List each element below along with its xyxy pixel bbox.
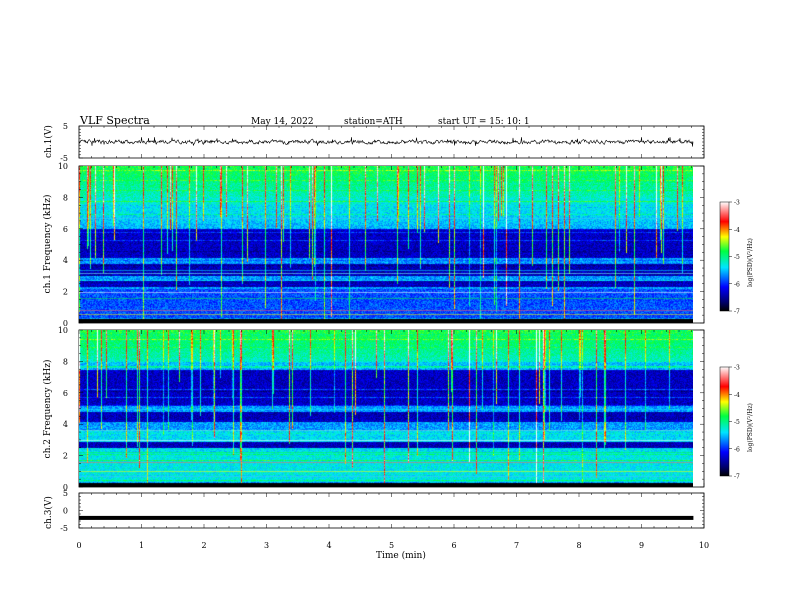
- colorbar-tick-label: -6: [734, 281, 740, 288]
- y-tick-label: 5: [63, 489, 68, 498]
- ch3-waveform-frame: [78, 492, 705, 529]
- y-tick-label: 0: [63, 319, 68, 328]
- x-tick-label: 1: [139, 541, 144, 550]
- ch1-spectrogram-image: [79, 166, 693, 323]
- y-tick-label: 6: [63, 225, 68, 234]
- ch1-colorbar: -3 -4 -5 -6 -7 log(PSD)(V²/Hz): [719, 200, 754, 316]
- x-tick-label: 10: [699, 541, 709, 550]
- station-label: station=ATH: [344, 117, 403, 127]
- date-label: May 14, 2022: [251, 117, 314, 127]
- x-tick-label: 8: [576, 541, 581, 550]
- ch1-waveform-panel: [78, 125, 705, 159]
- colorbar-tick-label: -3: [734, 200, 740, 207]
- y-tick-label: 6: [63, 389, 68, 398]
- ch1-colorbar-label: log(PSD)(V²/Hz): [747, 238, 754, 287]
- y-tick-label: 10: [58, 162, 68, 171]
- y-tick-label: 2: [63, 288, 68, 297]
- y-tick-label: 4: [63, 420, 68, 429]
- ch2-spectrogram-ylabel: ch.2 Frequency (kHz): [42, 360, 53, 459]
- colorbar-tick-label: -4: [734, 227, 740, 234]
- y-tick-label: 10: [58, 326, 68, 335]
- y-tick-label: 5: [63, 122, 68, 131]
- colorbar-tick-label: -7: [734, 309, 740, 316]
- ch2-spectrogram-panel: [78, 329, 705, 488]
- y-tick-label: 8: [63, 357, 68, 366]
- colorbar-tick-label: -4: [734, 392, 740, 399]
- colorbar-tick-label: -5: [734, 419, 740, 426]
- y-tick-label: 0: [63, 483, 68, 492]
- ch1-waveform-line: [78, 137, 694, 147]
- ch2-spectrogram-image: [79, 330, 693, 487]
- colorbar-tick-label: -6: [734, 446, 740, 453]
- start-time-label: start UT = 15: 10: 1: [438, 117, 530, 127]
- ch2-colorbar: -3 -4 -5 -6 -7 log(PSD)(V²/Hz): [719, 365, 754, 481]
- x-tick-label: 6: [451, 541, 456, 550]
- y-tick-label: 0: [63, 507, 68, 516]
- ch1-waveform-ylabel: ch.1(V): [43, 125, 54, 158]
- colorbar-tick-label: -3: [734, 365, 740, 372]
- x-tick-label: 7: [514, 541, 519, 550]
- x-tick-label: 2: [201, 541, 206, 550]
- y-tick-label: -5: [60, 524, 68, 533]
- y-tick-label: 4: [63, 256, 68, 265]
- ch3-waveform-ylabel: ch.3(V): [43, 496, 54, 529]
- ch3-waveform-line: [79, 515, 694, 520]
- colorbar-tick-label: -7: [734, 474, 740, 481]
- ch2-colorbar-label: log(PSD)(V²/Hz): [747, 403, 754, 452]
- x-tick-label: 5: [389, 541, 394, 550]
- ch1-colorbar-gradient: [719, 201, 730, 312]
- ch2-colorbar-gradient: [719, 366, 730, 477]
- x-tick-label: 9: [639, 541, 644, 550]
- y-tick-label: 2: [63, 452, 68, 461]
- ch1-spectrogram-panel: [78, 165, 705, 324]
- y-tick-label: 8: [63, 193, 68, 202]
- y-tick-label: -5: [60, 154, 68, 163]
- colorbar-tick-label: -5: [734, 254, 740, 261]
- x-tick-label: 0: [76, 541, 81, 550]
- figure-title: VLF Spectra: [79, 114, 150, 127]
- ch1-spectrogram-ylabel: ch.1 Frequency (kHz): [42, 195, 53, 294]
- ch3-waveform-panel: [78, 492, 705, 529]
- x-axis-label: Time (min): [376, 550, 426, 561]
- x-tick-label: 4: [326, 541, 331, 550]
- x-tick-label: 3: [264, 541, 269, 550]
